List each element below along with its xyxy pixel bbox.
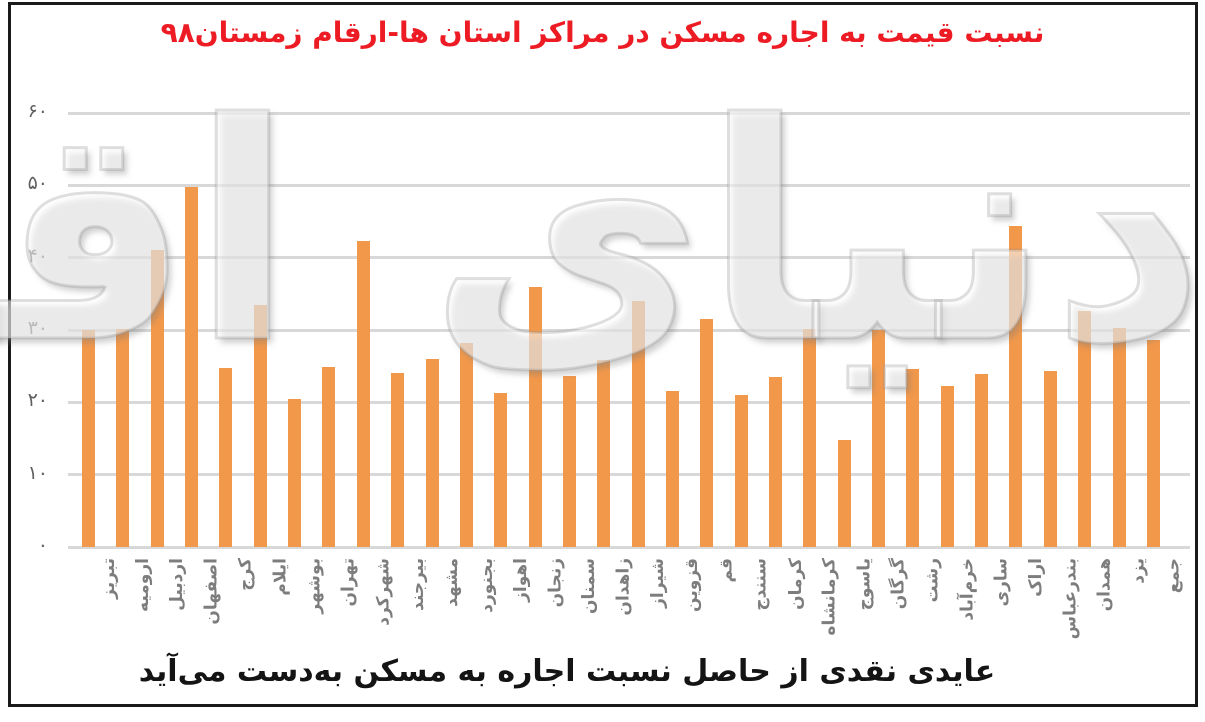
- x-axis-category-label: ایلام: [270, 558, 291, 596]
- x-axis-category-label: خرم‌آباد: [957, 558, 978, 621]
- bar-17: [631, 301, 645, 547]
- y-axis-tick-label: ۳۰: [27, 317, 48, 339]
- y-axis-tick-label: ۶۰: [27, 100, 48, 122]
- x-axis-category-label: اهواز: [510, 558, 531, 602]
- bar-14: [528, 286, 542, 547]
- bar-27: [975, 374, 989, 547]
- gridline-0: [68, 545, 1190, 549]
- bar-5: [219, 368, 233, 547]
- x-axis-category-label: اراک: [1025, 558, 1046, 597]
- x-axis-category-label: شیراز: [648, 558, 669, 608]
- x-axis-category-label: قزوین: [682, 558, 703, 612]
- bar-22: [803, 328, 817, 547]
- bar-31: [1112, 327, 1126, 547]
- gridline-20: [68, 400, 1190, 404]
- x-axis-category-label: زاهدان: [613, 558, 634, 616]
- bar-3: [150, 250, 164, 547]
- bar-28: [1009, 225, 1023, 547]
- bar-24: [872, 330, 886, 547]
- x-axis-category-label: رشت: [922, 558, 943, 603]
- x-axis-category-label: بیرجند: [407, 558, 428, 611]
- x-axis-category-label: اردبیل: [167, 558, 188, 611]
- bar-25: [906, 369, 920, 547]
- gridline-40: [68, 256, 1190, 260]
- bar-26: [940, 386, 954, 547]
- bar-21: [769, 377, 782, 547]
- bar-10: [391, 372, 405, 547]
- chart-frame-border: [8, 2, 1198, 707]
- chart-title: نسبت قیمت به اجاره مسکن در مراکز استان ه…: [160, 16, 1045, 49]
- gridline-60: [68, 111, 1190, 115]
- x-axis-category-label: کرج: [235, 558, 256, 591]
- bar-9: [356, 241, 370, 547]
- x-axis-category-label: گرگان: [888, 558, 909, 610]
- x-axis-category-label: سمنان: [579, 558, 600, 614]
- x-axis-category-label: کرمان: [785, 558, 806, 610]
- gridline-30: [68, 328, 1190, 332]
- gridline-10: [68, 473, 1190, 477]
- bar-1: [82, 330, 95, 547]
- bar-32: [1146, 340, 1160, 547]
- bar-7: [288, 398, 302, 547]
- bar-19: [700, 319, 714, 547]
- bar-6: [253, 305, 267, 547]
- bar-16: [597, 359, 611, 547]
- bar-2: [116, 328, 130, 547]
- y-axis-tick-label: ۲۰: [27, 389, 48, 412]
- x-axis-category-label: بوشهر: [304, 558, 325, 614]
- x-axis-category-label: اصفهان: [201, 558, 222, 625]
- y-axis-tick-label: ۱۰: [27, 461, 48, 484]
- bar-15: [562, 376, 576, 547]
- x-axis-category-label: بجنورد: [476, 558, 497, 613]
- x-axis-category-label: سنندج: [751, 558, 772, 611]
- bar-8: [322, 366, 336, 547]
- x-axis-category-label: بندرعباس: [1060, 558, 1081, 640]
- bar-4: [185, 186, 199, 547]
- x-axis-category-label: شهرکرد: [373, 558, 394, 626]
- y-axis-tick-label: ۵۰: [27, 172, 48, 195]
- bar-23: [837, 439, 851, 547]
- bar-12: [459, 343, 473, 547]
- x-axis-category-label: تهران: [338, 558, 359, 607]
- bar-13: [494, 392, 508, 547]
- bar-11: [425, 358, 439, 547]
- x-axis-category-label: قم: [716, 558, 737, 583]
- x-axis-category-label: یاسوج: [854, 558, 875, 611]
- bar-29: [1043, 371, 1057, 547]
- bar-20: [734, 395, 748, 547]
- gridline-50: [68, 183, 1190, 187]
- x-axis-category-label: ارومیه: [132, 558, 153, 612]
- x-axis-category-label: همدان: [1094, 558, 1115, 612]
- x-axis-category-label: یزد: [1129, 558, 1149, 584]
- x-axis-category-label: مشهد: [442, 558, 462, 607]
- bar-18: [665, 390, 679, 547]
- x-axis-category-label: کرمانشاه: [819, 558, 840, 636]
- x-axis-category-label: ساری: [991, 558, 1012, 607]
- y-axis-tick-label: ۴۰: [27, 244, 48, 267]
- x-axis-category-label: تبریز: [98, 558, 119, 599]
- x-axis-category-label: زنجان: [545, 558, 566, 608]
- chart-caption: عایدی نقدی از حاصل نسبت اجاره به مسکن به…: [138, 654, 996, 689]
- bar-30: [1078, 311, 1092, 547]
- x-axis-category-label: جمع: [1163, 558, 1184, 594]
- y-axis-tick-label: ۰: [37, 534, 48, 556]
